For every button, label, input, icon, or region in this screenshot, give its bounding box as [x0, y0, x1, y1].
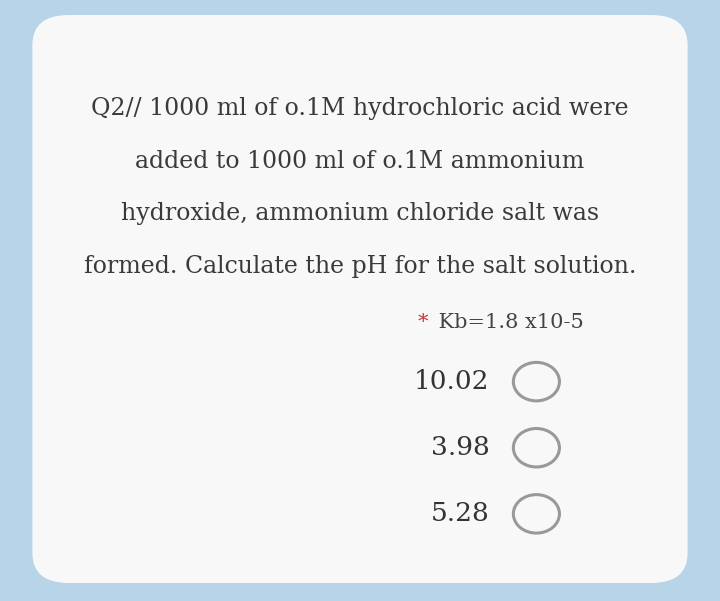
- Text: 5.28: 5.28: [431, 501, 490, 526]
- FancyBboxPatch shape: [32, 15, 688, 583]
- Text: Q2// 1000 ml of o.1M hydrochloric acid were: Q2// 1000 ml of o.1M hydrochloric acid w…: [91, 97, 629, 120]
- Text: Kb=1.8 x10-5: Kb=1.8 x10-5: [432, 313, 584, 332]
- Text: 10.02: 10.02: [414, 369, 490, 394]
- Text: hydroxide, ammonium chloride salt was: hydroxide, ammonium chloride salt was: [121, 203, 599, 225]
- Text: added to 1000 ml of o.1M ammonium: added to 1000 ml of o.1M ammonium: [135, 150, 585, 172]
- Text: *: *: [418, 313, 428, 332]
- Text: 3.98: 3.98: [431, 435, 490, 460]
- Text: formed. Calculate the pH for the salt solution.: formed. Calculate the pH for the salt so…: [84, 255, 636, 278]
